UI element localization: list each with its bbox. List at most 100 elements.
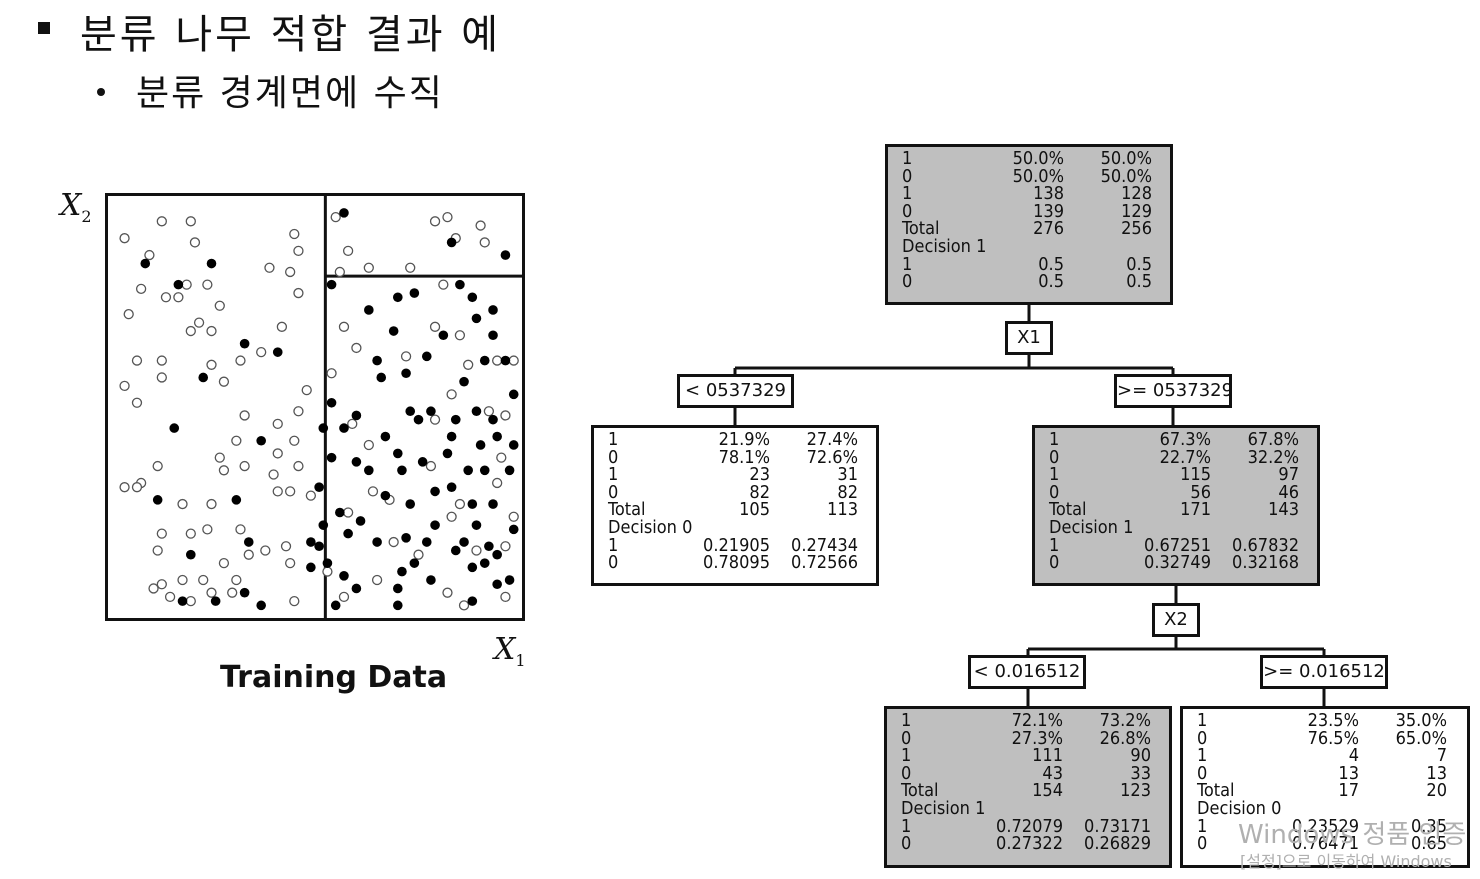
tree-node-right: 1 67.3% 67.8% 0 22.7% 32.2% 1 115 97 0 56 46 Total 17…	[1032, 425, 1320, 586]
data-point-class-0	[185, 528, 196, 539]
row-value-train: 0.5	[1038, 271, 1064, 293]
data-point-class-1	[380, 431, 391, 442]
row-value-test: 123	[1120, 780, 1151, 802]
node-row: Decision 0	[1197, 800, 1453, 818]
node-row: Decision 1	[902, 238, 1156, 256]
data-point-class-0	[119, 482, 130, 493]
data-point-class-1	[364, 465, 374, 476]
row-value-train: 0.5	[1038, 253, 1064, 275]
row-value-train: 0.72079	[996, 815, 1063, 837]
scatter-plot	[105, 193, 525, 621]
node-row: 1 72.1% 73.2%	[901, 712, 1155, 730]
data-point-class-1	[326, 452, 337, 463]
node-row: 0 0.76471 0.65	[1197, 835, 1453, 853]
data-point-class-0	[280, 541, 292, 552]
row-value-test: 73.2%	[1099, 710, 1151, 731]
row-value-train: 50.0%	[1012, 148, 1064, 169]
data-point-class-1	[330, 600, 341, 611]
row-value-train: 72.1%	[1011, 710, 1063, 731]
node-row: 1 23 31	[608, 466, 862, 484]
tree-node-right-right: 1 23.5% 35.0% 0 76.5% 65.0% 1 4 7 0 13 13 Total 17 20 D…	[1180, 706, 1470, 868]
data-point-class-0	[202, 524, 213, 535]
data-point-class-0	[173, 292, 184, 303]
data-point-class-1	[397, 465, 407, 476]
row-value-test: 90	[1130, 745, 1151, 767]
data-point-class-1	[355, 516, 366, 526]
data-point-class-1	[488, 499, 498, 509]
row-value-train: 23.5%	[1307, 710, 1359, 731]
row-value-test: 7	[1436, 745, 1447, 767]
row-value-train: 27.3%	[1011, 727, 1063, 749]
data-point-class-1	[405, 406, 416, 417]
node-row: 1 67.3% 67.8%	[1049, 431, 1303, 449]
data-point-class-0	[239, 460, 250, 472]
data-point-class-0	[338, 321, 350, 332]
data-point-class-1	[421, 537, 432, 547]
data-point-class-0	[156, 579, 167, 590]
data-point-class-1	[421, 351, 432, 362]
data-point-class-0	[235, 524, 246, 535]
row-label: 1	[902, 148, 913, 169]
row-value-test: 0.5	[1126, 271, 1152, 293]
row-value-test: 26.8%	[1099, 727, 1151, 749]
row-label: Total	[1049, 499, 1087, 521]
data-point-class-0	[231, 435, 242, 446]
data-point-class-1	[471, 520, 482, 530]
data-point-class-0	[218, 557, 230, 569]
data-point-class-0	[131, 397, 143, 408]
data-point-class-1	[463, 465, 473, 476]
node-row: 0 78.1% 72.6%	[608, 446, 862, 468]
row-label: 1	[1049, 534, 1060, 556]
data-point-class-1	[339, 208, 349, 218]
data-point-class-1	[484, 541, 494, 552]
data-point-class-0	[293, 460, 304, 472]
node-row: 0 27.3% 26.8%	[901, 727, 1155, 749]
data-point-class-0	[272, 448, 283, 459]
data-point-class-0	[256, 346, 267, 358]
node-row: Total 105 113	[608, 501, 862, 519]
node-row: Decision 1	[901, 800, 1155, 818]
node-row: 0 139 129	[902, 202, 1156, 221]
data-point-class-0	[123, 309, 134, 320]
data-point-class-1	[492, 579, 502, 590]
row-value-train: 67.3%	[1159, 429, 1211, 450]
node-row: 1 23.5% 35.0%	[1197, 712, 1453, 730]
tree-node-left: 1 21.9% 27.4% 0 78.1% 72.6% 1 23 31 0 82 82 Total 105…	[591, 425, 879, 586]
row-value-test: 72.6%	[806, 446, 858, 468]
data-point-class-0	[156, 528, 167, 539]
data-point-class-1	[430, 486, 440, 497]
row-value-test: 20	[1426, 780, 1447, 802]
node-row: 1 138 128	[902, 185, 1156, 203]
data-point-class-0	[338, 591, 350, 603]
data-point-class-1	[198, 372, 209, 383]
row-label: Total	[901, 780, 939, 802]
row-value-train: 17	[1338, 780, 1359, 802]
row-value-test: 0.35	[1410, 815, 1447, 837]
row-label: Total	[608, 499, 646, 521]
tree-node-root: 1 50.0% 50.0% 0 50.0% 50.0% 1 138 128 0 139 129 Tota…	[885, 144, 1173, 305]
row-value-train: 56	[1190, 481, 1211, 503]
row-value-train: 50.0%	[1012, 165, 1064, 187]
data-point-class-1	[413, 414, 424, 425]
row-value-train: 111	[1032, 745, 1063, 767]
data-point-class-1	[388, 326, 399, 336]
data-point-class-1	[243, 537, 254, 547]
data-point-class-1	[504, 575, 515, 585]
row-value-test: 143	[1268, 499, 1299, 521]
data-point-class-0	[119, 380, 130, 392]
split-rule-right: >= 0537329	[1114, 374, 1233, 408]
data-point-class-1	[335, 507, 345, 518]
data-point-class-0	[446, 511, 457, 522]
row-label: 1	[608, 429, 619, 450]
data-point-class-0	[342, 245, 354, 257]
row-value-test: 67.8%	[1247, 429, 1299, 450]
row-label: 1	[902, 253, 913, 275]
node-row: 1 0.67251 0.67832	[1049, 534, 1303, 556]
node-row: Decision 0	[608, 519, 862, 537]
data-point-class-0	[152, 545, 163, 556]
row-label: 0	[902, 165, 913, 187]
row-value-test: 65.0%	[1395, 727, 1447, 749]
data-point-class-0	[243, 549, 254, 560]
data-point-class-0	[446, 389, 457, 400]
data-point-class-1	[256, 435, 266, 446]
